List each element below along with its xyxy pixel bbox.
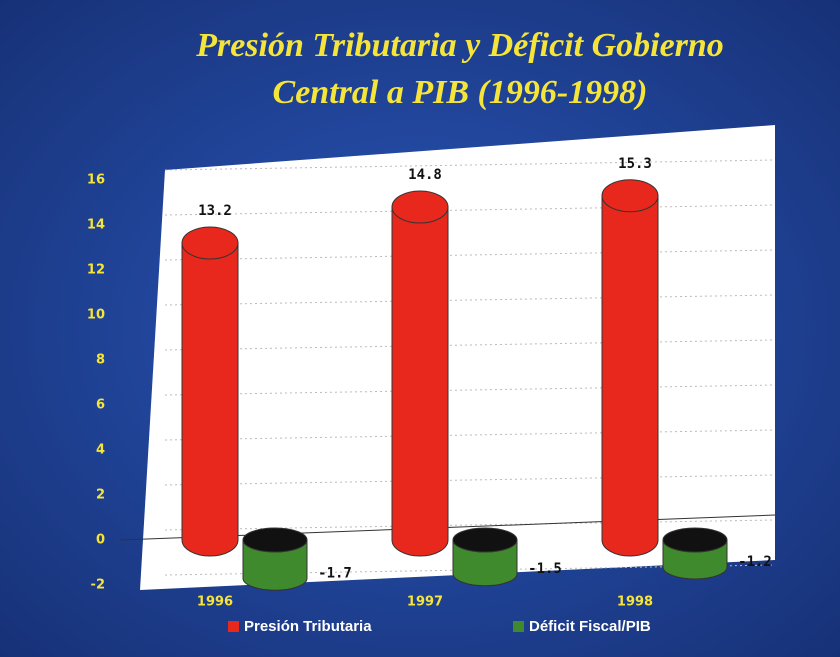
y-tick-label: 16 (87, 173, 105, 188)
y-tick-label: -2 (91, 578, 105, 593)
cylinder (181, 242, 239, 557)
legend-label: Déficit Fiscal/PIB (529, 618, 651, 635)
y-tick-label: 0 (96, 533, 105, 548)
y-tick-label: 10 (87, 308, 105, 323)
cylinder-top (391, 190, 449, 224)
cylinder-top (452, 527, 518, 553)
x-tick-label: 1996 (197, 595, 233, 610)
cylinder (242, 539, 308, 591)
grid-line (164, 159, 776, 171)
grid-line (164, 294, 776, 306)
legend-swatch (228, 621, 239, 632)
y-tick-label: 6 (96, 398, 105, 413)
data-label: 13.2 (198, 203, 232, 219)
y-tick-label: 2 (96, 488, 105, 503)
cylinder-top (662, 527, 728, 553)
y-tick-label: 8 (96, 353, 105, 368)
cylinder-top (181, 226, 239, 260)
grid-line (164, 339, 776, 351)
x-tick-label: 1998 (617, 595, 653, 610)
cylinder (452, 539, 518, 587)
data-label: 14.8 (408, 167, 442, 183)
cylinder (601, 195, 659, 557)
data-label: 15.3 (618, 156, 652, 172)
cylinder-top (242, 527, 308, 553)
legend-label: Presión Tributaria (244, 618, 372, 635)
y-tick-label: 12 (87, 263, 105, 278)
grid-line (164, 474, 776, 486)
grid-line (164, 204, 776, 216)
grid-line (164, 429, 776, 441)
chart-title: Presión Tributaria y Déficit Gobierno Cen… (195, 27, 724, 111)
legend-swatch (513, 621, 524, 632)
cylinder-top (601, 179, 659, 213)
data-label: -1.5 (528, 561, 562, 577)
data-label: -1.7 (318, 565, 352, 581)
x-tick-label: 1997 (407, 595, 443, 610)
y-tick-label: 4 (96, 443, 105, 458)
grid-line (164, 384, 776, 396)
data-label: -1.2 (738, 554, 772, 570)
y-tick-label: 14 (87, 218, 105, 233)
cylinder (391, 206, 449, 557)
grid-line (164, 249, 776, 261)
